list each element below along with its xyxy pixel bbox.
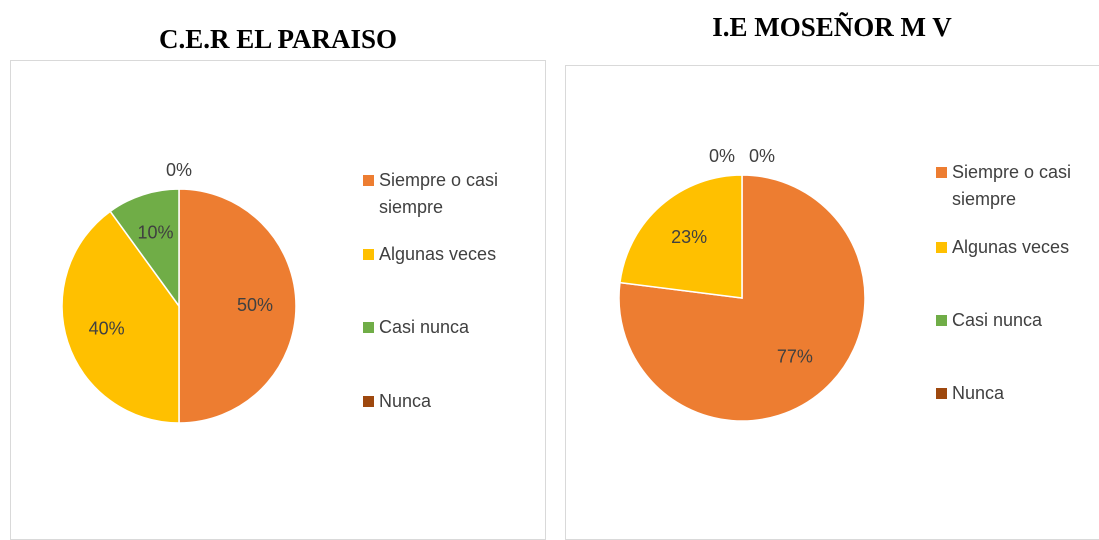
legend-item: Algunas veces bbox=[363, 241, 514, 268]
legend-label: Siempre o casi siempre bbox=[952, 162, 1072, 209]
legend-swatch bbox=[363, 175, 374, 186]
data-label: 40% bbox=[89, 318, 125, 338]
legend-swatch bbox=[936, 242, 947, 253]
chart-title: I.E MOSEÑOR M V bbox=[712, 12, 952, 42]
legend-label: Nunca bbox=[379, 391, 432, 411]
legend-item: Nunca bbox=[936, 380, 1087, 407]
pie: 50% 40% 10% 0% bbox=[61, 160, 297, 424]
legend-label: Nunca bbox=[952, 383, 1005, 403]
chart-area: 50% 40% 10% 0% Siempre o casi siempre Algunas… bbox=[10, 60, 546, 540]
legend-item: Siempre o casi siempre bbox=[936, 159, 1087, 213]
data-label: 0% bbox=[709, 146, 735, 166]
chart-area: 77% 23% 0% 0% Siempre o casi siempre Algunas … bbox=[565, 65, 1099, 540]
legend-label: Casi nunca bbox=[952, 310, 1043, 330]
legend-item: Casi nunca bbox=[363, 314, 514, 341]
data-label: 10% bbox=[137, 222, 173, 242]
pie-slice bbox=[619, 174, 743, 299]
legend-swatch bbox=[936, 315, 947, 326]
data-label: 0% bbox=[749, 146, 775, 166]
legend-item: Siempre o casi siempre bbox=[363, 167, 514, 221]
legend-item: Algunas veces bbox=[936, 234, 1087, 261]
legend-item: Nunca bbox=[363, 388, 514, 415]
legend-label: Casi nunca bbox=[379, 317, 470, 337]
legend-swatch bbox=[936, 167, 947, 178]
legend-item: Casi nunca bbox=[936, 307, 1087, 334]
chart-title: C.E.R EL PARAISO bbox=[158, 24, 398, 54]
legend-swatch bbox=[363, 396, 374, 407]
legend-label: Siempre o casi siempre bbox=[379, 170, 499, 217]
pie-slice bbox=[109, 188, 180, 309]
legend-label: Algunas veces bbox=[379, 244, 497, 264]
pie-slice bbox=[61, 210, 180, 424]
pie: 77% 23% 0% 0% bbox=[618, 146, 866, 422]
data-label: 50% bbox=[237, 295, 273, 315]
legend-swatch bbox=[363, 322, 374, 333]
pie-slice bbox=[178, 188, 297, 424]
data-label: 0% bbox=[166, 160, 192, 180]
legend-swatch bbox=[363, 249, 374, 260]
legend-label: Algunas veces bbox=[952, 237, 1070, 257]
legend-swatch bbox=[936, 388, 947, 399]
data-label: 23% bbox=[671, 227, 707, 247]
data-label: 77% bbox=[777, 347, 813, 367]
